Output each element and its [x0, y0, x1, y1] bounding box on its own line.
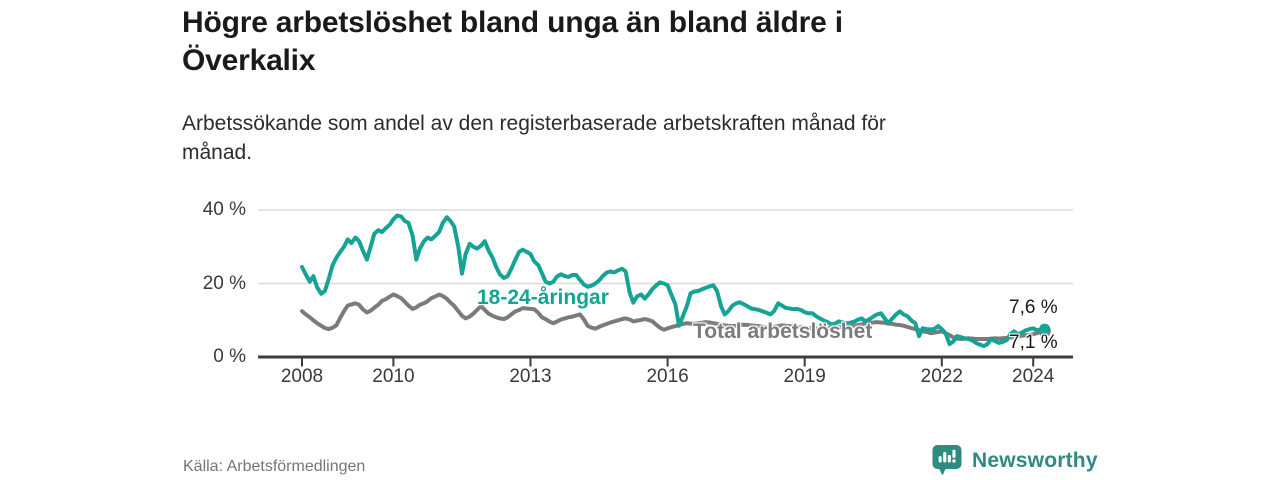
x-axis-tick-label: 2024 — [1012, 366, 1055, 387]
page-title-line-2: Överkalix — [182, 44, 316, 77]
end-value-label-youth: 7,6 % — [1009, 297, 1058, 318]
x-axis-tick-label: 2019 — [783, 366, 826, 387]
page-title: Högre arbetslöshet bland unga än bland ä… — [182, 4, 1082, 80]
x-axis-tick-label: 2013 — [509, 366, 552, 387]
end-value-label-total: 7,1 % — [1009, 332, 1058, 353]
x-axis-tick-label: 2022 — [920, 366, 963, 387]
x-axis-tick-label: 2008 — [280, 366, 324, 387]
source-note: Källa: Arbetsförmedlingen — [183, 458, 366, 475]
chart-subtitle-line-1: Arbetssökande som andel av den registerb… — [182, 112, 886, 135]
newsworthy-logo: Newsworthy — [931, 444, 1098, 477]
y-axis-tick-label: 0 % — [213, 346, 246, 367]
x-axis-tick-label: 2016 — [646, 366, 689, 387]
x-axis-tick-label: 2010 — [372, 366, 415, 387]
series-label-youth: 18-24-åringar — [477, 286, 609, 309]
chart-subtitle: Arbetssökande som andel av den registerb… — [182, 109, 1082, 167]
y-axis-tick-label: 20 % — [202, 272, 246, 294]
newsworthy-logo-icon — [932, 445, 962, 476]
series-label-total: Total arbetslöshet — [693, 320, 873, 343]
chart-subtitle-line-2: månad. — [182, 141, 253, 164]
page-title-line-1: Högre arbetslöshet bland unga än bland ä… — [182, 6, 843, 39]
newsworthy-logo-text: Newsworthy — [972, 448, 1098, 472]
y-axis-tick-label: 40 % — [202, 199, 246, 220]
